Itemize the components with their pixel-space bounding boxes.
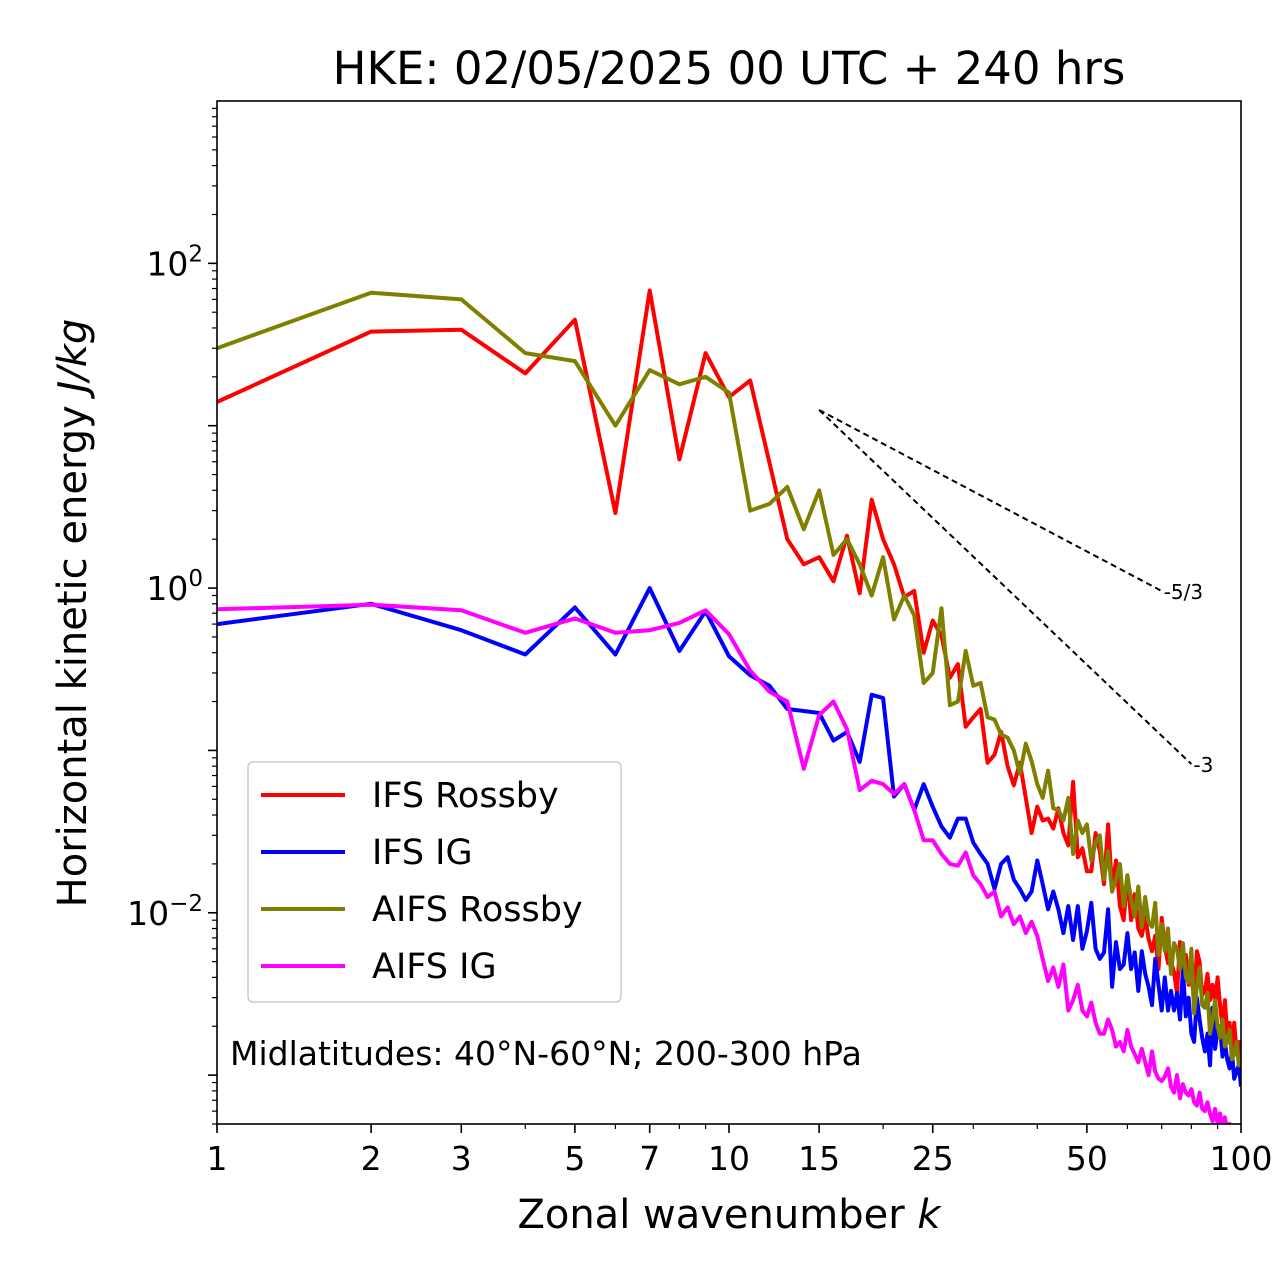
- legend-label-2: IFS IG: [372, 833, 473, 873]
- chart-title: HKE: 02/05/2025 00 UTC + 240 hrs: [333, 42, 1126, 95]
- x-axis: 1 2 3 5 7 10 15 25 50 100: [207, 1124, 1273, 1178]
- y-axis-label: Horizontal kinetic energy J/kg: [50, 319, 96, 908]
- region-annotation: Midlatitudes: 40°N-60°N; 200-300 hPa: [230, 1034, 862, 1073]
- y-tick-label: 102: [146, 241, 203, 283]
- y-axis: 102 100 10−2: [127, 107, 217, 1125]
- reference-line-label: -3: [1193, 753, 1213, 777]
- y-axis-label-main: Horizontal kinetic energy: [50, 393, 96, 908]
- x-axis-label-symbol: k: [917, 1192, 942, 1238]
- reference-line-label: -5/3: [1164, 580, 1203, 604]
- series-line-2: [217, 586, 1241, 1087]
- x-tick-label: 100: [1210, 1139, 1273, 1178]
- x-tick-label: 15: [798, 1139, 840, 1178]
- x-axis-label-main: Zonal wavenumber: [517, 1192, 917, 1238]
- x-tick-label: 5: [564, 1139, 585, 1178]
- y-tick-label: 10−2: [127, 891, 203, 933]
- y-axis-label-unit: J/kg: [50, 319, 96, 400]
- x-tick-label: 25: [912, 1139, 954, 1178]
- legend-label-1: IFS Rossby: [372, 776, 559, 816]
- x-tick-label: 7: [639, 1139, 660, 1178]
- x-axis-label: Zonal wavenumber k: [517, 1192, 942, 1238]
- series-line-3: [217, 290, 1241, 1068]
- legend: IFS Rossby IFS IG AIFS Rossby AIFS IG: [247, 761, 622, 1003]
- series-layer: [217, 288, 1241, 1124]
- reference-line-2: [818, 409, 1193, 765]
- x-tick-label: 3: [451, 1139, 472, 1178]
- x-tick-label: 50: [1066, 1139, 1108, 1178]
- legend-box: [247, 761, 622, 1003]
- x-tick-label: 2: [361, 1139, 382, 1178]
- y-tick-label: 100: [146, 566, 203, 608]
- legend-label-3: AIFS Rossby: [372, 890, 583, 930]
- series-line-4: [217, 602, 1236, 1124]
- reference-line-1: [818, 409, 1163, 592]
- x-tick-label: 1: [207, 1139, 228, 1178]
- legend-label-4: AIFS IG: [372, 947, 497, 987]
- reference-lines: -5/3 -3: [818, 409, 1213, 777]
- x-tick-label: 10: [708, 1139, 750, 1178]
